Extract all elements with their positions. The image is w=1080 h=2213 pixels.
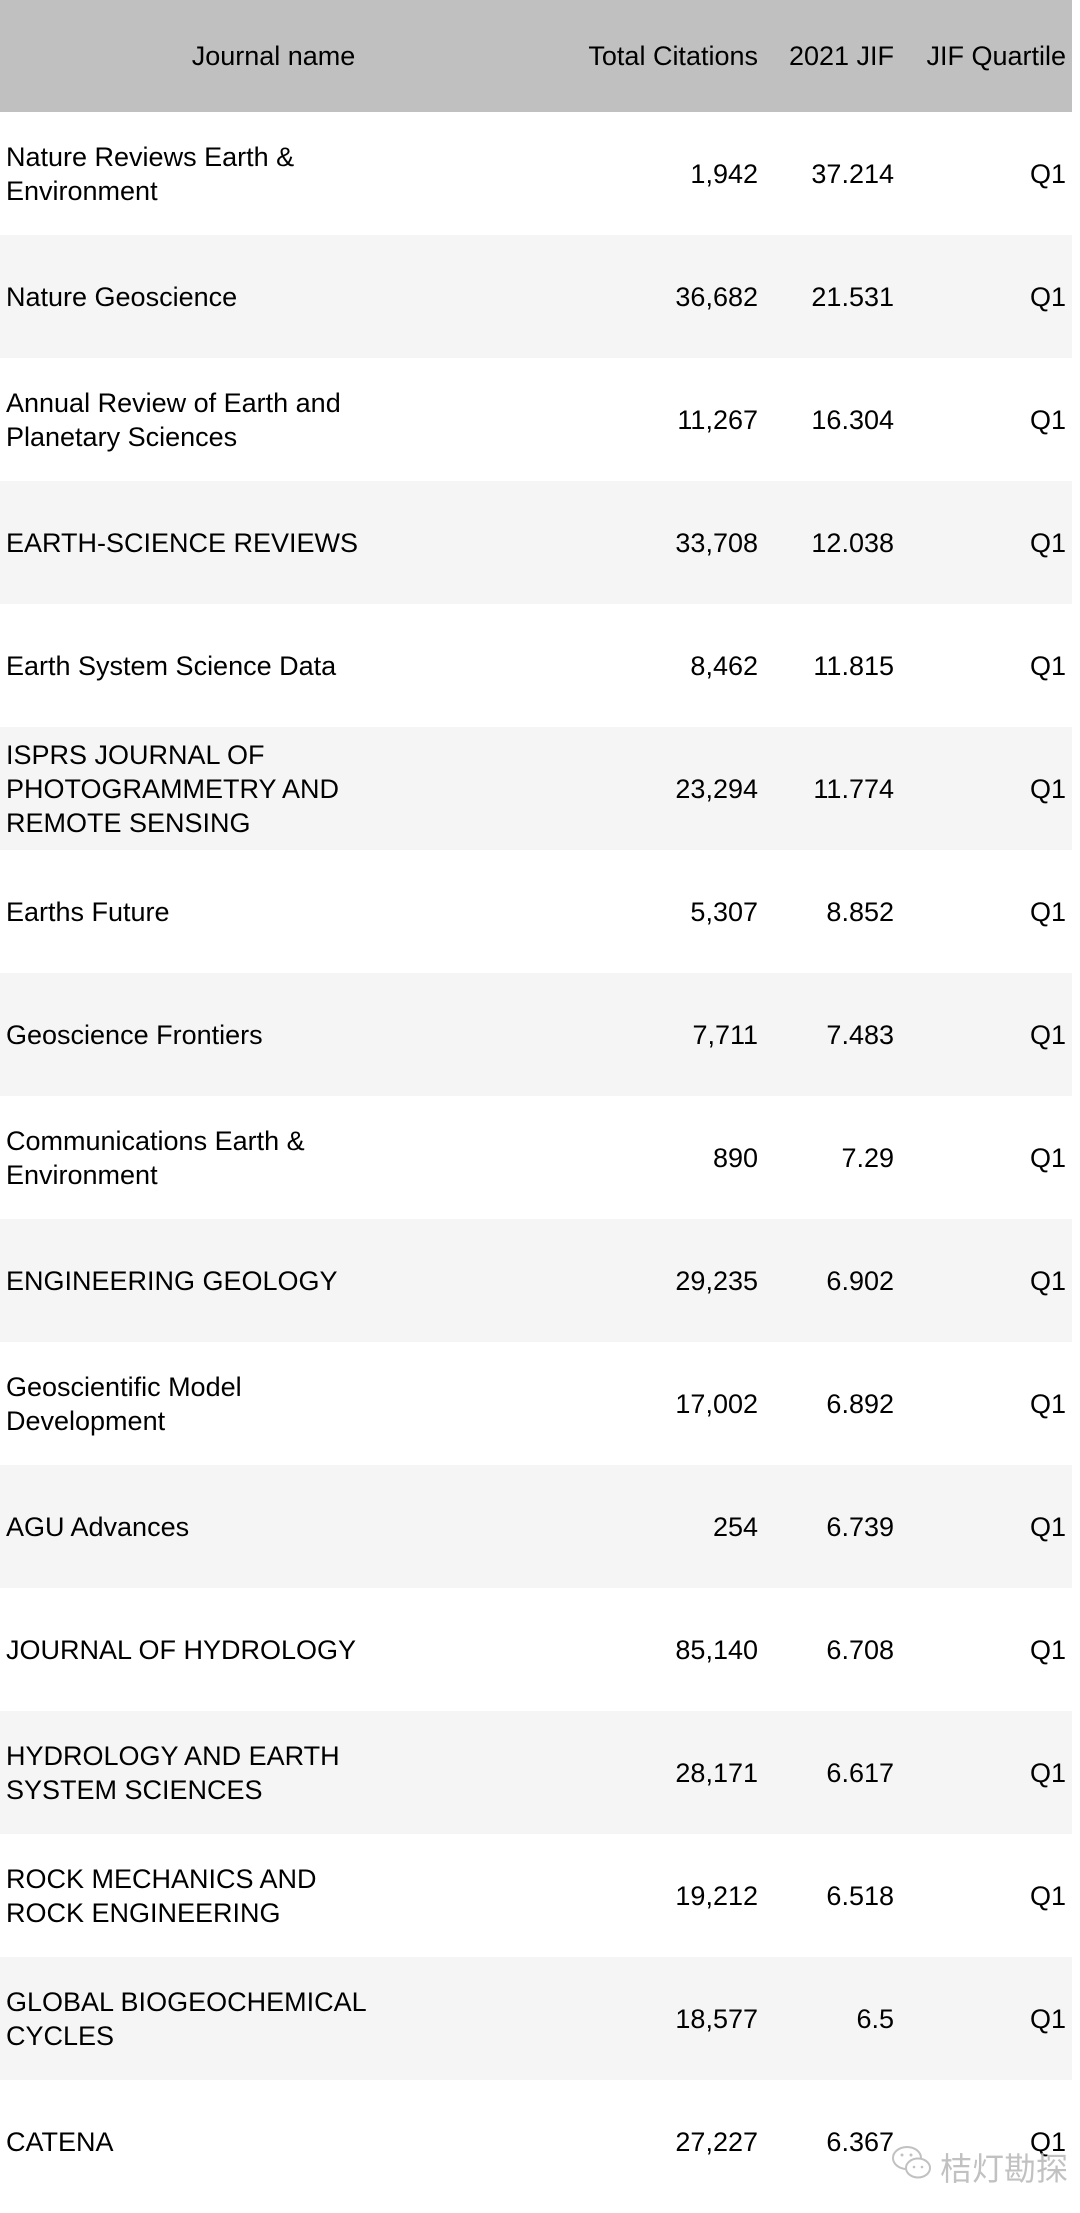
jif-cell: 6.518 <box>826 1880 894 1911</box>
jif-cell: 11.774 <box>764 727 900 850</box>
table-row[interactable]: ENGINEERING GEOLOGY 29,235 6.902 Q1 <box>0 1219 1072 1342</box>
jif-cell: 6.892 <box>826 1388 894 1419</box>
total-citations-cell: 7,711 <box>547 973 764 1096</box>
jif-quartile-cell: Q1 <box>900 481 1072 604</box>
wechat-icon <box>890 2143 934 2191</box>
table-row[interactable]: ROCK MECHANICS AND ROCK ENGINEERING 19,21… <box>0 1834 1072 1957</box>
jif-cell: 8.852 <box>826 896 894 927</box>
jif-cell: 6.708 <box>826 1634 894 1665</box>
jif-quartile-cell: Q1 <box>900 973 1072 1096</box>
jif-cell: 6.739 <box>764 1465 900 1588</box>
header-total-citations[interactable]: Total Citations <box>547 0 764 112</box>
jif-cell: 37.214 <box>811 158 894 189</box>
journal-name-cell: GLOBAL BIOGEOCHEMICAL CYCLES <box>0 1957 547 2080</box>
table-row[interactable]: HYDROLOGY AND EARTH SYSTEM SCIENCES 28,17… <box>0 1711 1072 1834</box>
journal-name-cell: ENGINEERING GEOLOGY <box>0 1219 547 1342</box>
journal-name-cell: JOURNAL OF HYDROLOGY <box>6 1634 357 1665</box>
total-citations-cell: 28,171 <box>547 1711 764 1834</box>
jif-cell: 16.304 <box>811 404 894 435</box>
table-row[interactable]: Communications Earth & Environment 890 7.2… <box>0 1096 1072 1219</box>
total-citations-cell: 36,682 <box>547 235 764 358</box>
journal-name-cell: AGU Advances <box>0 1465 547 1588</box>
table-row[interactable]: EARTH-SCIENCE REVIEWS 33,708 12.038 Q1 <box>0 481 1072 604</box>
total-citations-cell: 27,227 <box>675 2126 758 2157</box>
header-jif[interactable]: 2021 JIF <box>764 0 900 112</box>
jif-cell: 21.531 <box>764 235 900 358</box>
table-row[interactable]: GLOBAL BIOGEOCHEMICAL CYCLES 18,577 6.5 Q1 <box>0 1957 1072 2080</box>
jif-quartile-cell: Q1 <box>1029 1634 1066 1665</box>
jif-cell: 11.815 <box>813 650 894 681</box>
journal-name-cell: CATENA <box>6 2126 114 2157</box>
journal-name-cell: EARTH-SCIENCE REVIEWS <box>0 481 547 604</box>
journal-name-cell: Earths Future <box>6 896 170 927</box>
table-row[interactable]: Geoscientific Model Development 17,002 6.8… <box>0 1342 1072 1465</box>
total-citations-cell: 29,235 <box>547 1219 764 1342</box>
total-citations-cell: 5,307 <box>690 896 758 927</box>
jif-quartile-cell: Q1 <box>1029 896 1066 927</box>
jif-cell: 6.367 <box>826 2126 894 2157</box>
table-row[interactable]: CATENA 27,227 6.367 Q1 <box>0 2080 1072 2203</box>
header-jif-quartile[interactable]: JIF Quartile <box>900 0 1072 112</box>
jif-cell: 6.617 <box>764 1711 900 1834</box>
jif-cell: 7.29 <box>841 1142 894 1173</box>
journal-name-cell: HYDROLOGY AND EARTH SYSTEM SCIENCES <box>0 1711 547 1834</box>
total-citations-cell: 33,708 <box>547 481 764 604</box>
jif-quartile-cell: Q1 <box>1029 158 1066 189</box>
journal-name-cell: Nature Geoscience <box>0 235 547 358</box>
total-citations-cell: 17,002 <box>675 1388 758 1419</box>
header-row: Journal name Total Citations 2021 JIF JI… <box>0 0 1072 112</box>
journal-name-cell: ROCK MECHANICS AND ROCK ENGINEERING <box>6 1863 317 1928</box>
total-citations-cell: 254 <box>547 1465 764 1588</box>
total-citations-cell: 19,212 <box>675 1880 758 1911</box>
table-row[interactable]: Nature Geoscience 36,682 21.531 Q1 <box>0 235 1072 358</box>
table-row[interactable]: Geoscience Frontiers 7,711 7.483 Q1 <box>0 973 1072 1096</box>
total-citations-cell: 1,942 <box>690 158 758 189</box>
jif-cell: 12.038 <box>764 481 900 604</box>
table-row[interactable]: Earths Future 5,307 8.852 Q1 <box>0 850 1072 973</box>
watermark: 桔灯勘探 <box>890 2143 1068 2191</box>
total-citations-cell: 8,462 <box>690 650 758 681</box>
header-journal-name[interactable]: Journal name <box>0 0 547 112</box>
journal-name-cell: Nature Reviews Earth & Environment <box>6 141 295 206</box>
table-row[interactable]: Nature Reviews Earth & Environment 1,942 3… <box>0 112 1072 235</box>
table-row[interactable]: JOURNAL OF HYDROLOGY 85,140 6.708 Q1 <box>0 1588 1072 1711</box>
jif-quartile-cell: Q1 <box>900 235 1072 358</box>
table-row[interactable]: AGU Advances 254 6.739 Q1 <box>0 1465 1072 1588</box>
jif-quartile-cell: Q1 <box>1029 1388 1066 1419</box>
jif-quartile-cell: Q1 <box>1029 650 1066 681</box>
watermark-text: 桔灯勘探 <box>940 2151 1069 2187</box>
table-row[interactable]: ISPRS JOURNAL OF PHOTOGRAMMETRY AND REMO… <box>0 727 1072 850</box>
table-row[interactable]: Annual Review of Earth and Planetary Sci… <box>0 358 1072 481</box>
jif-quartile-cell: Q1 <box>900 727 1072 850</box>
journal-name-cell: Geoscience Frontiers <box>0 973 547 1096</box>
jif-quartile-cell: Q1 <box>1029 1880 1066 1911</box>
total-citations-cell: 23,294 <box>547 727 764 850</box>
total-citations-cell: 18,577 <box>547 1957 764 2080</box>
jif-cell: 7.483 <box>764 973 900 1096</box>
total-citations-cell: 85,140 <box>675 1634 758 1665</box>
jif-cell: 6.902 <box>764 1219 900 1342</box>
jif-quartile-cell: Q1 <box>1029 2126 1066 2157</box>
jif-quartile-cell: Q1 <box>900 1219 1072 1342</box>
total-citations-cell: 890 <box>712 1142 758 1173</box>
jif-quartile-cell: Q1 <box>1029 404 1066 435</box>
jif-quartile-cell: Q1 <box>900 1957 1072 2080</box>
jif-quartile-cell: Q1 <box>900 1711 1072 1834</box>
jif-cell: 6.5 <box>764 1957 900 2080</box>
journal-name-cell: Earth System Science Data <box>6 650 337 681</box>
journal-name-cell: Communications Earth & Environment <box>6 1125 305 1190</box>
table-row[interactable]: Earth System Science Data 8,462 11.815 Q1 <box>0 604 1072 727</box>
jif-quartile-cell: Q1 <box>900 1465 1072 1588</box>
total-citations-cell: 11,267 <box>677 404 758 435</box>
journal-name-cell: Geoscientific Model Development <box>6 1371 242 1436</box>
jif-quartile-cell: Q1 <box>1029 1142 1066 1173</box>
journal-name-cell: Annual Review of Earth and Planetary Sci… <box>6 387 341 452</box>
journal-name-cell: ISPRS JOURNAL OF PHOTOGRAMMETRY AND REMO… <box>0 727 547 850</box>
